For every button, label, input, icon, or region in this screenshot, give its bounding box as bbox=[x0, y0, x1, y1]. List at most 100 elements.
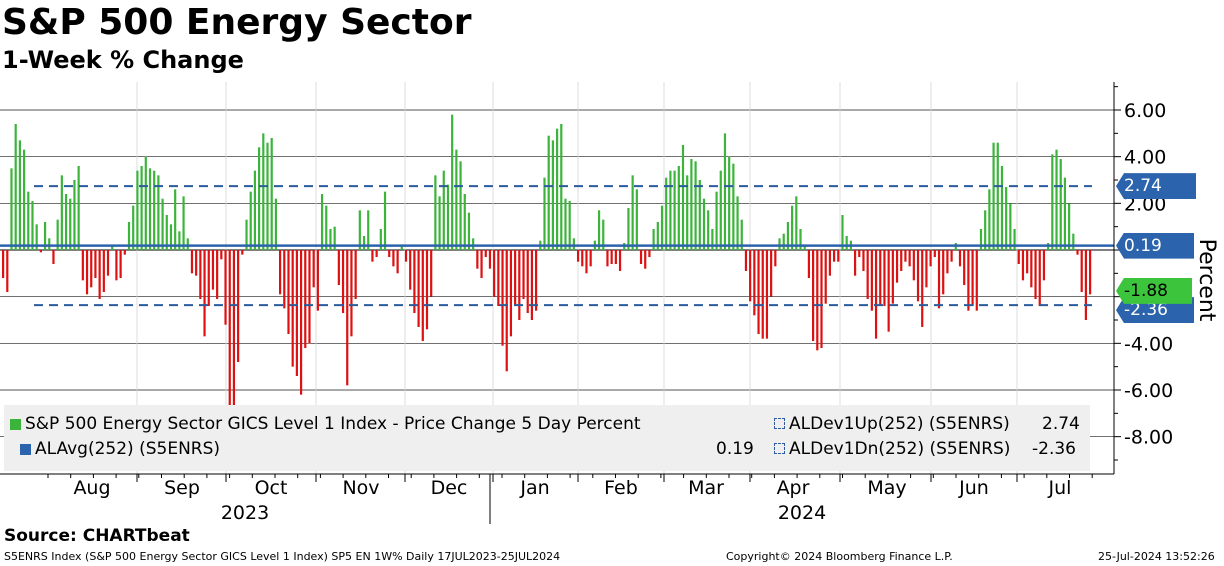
timestamp: 25-Jul-2024 13:52:26 bbox=[1098, 550, 1215, 563]
bar bbox=[1034, 250, 1037, 299]
bar bbox=[409, 250, 412, 290]
bar bbox=[127, 222, 131, 250]
bar bbox=[22, 149, 26, 250]
legend-dn-value: -2.36 bbox=[1032, 439, 1076, 459]
bar bbox=[749, 250, 752, 302]
bar bbox=[551, 140, 554, 250]
bar bbox=[77, 166, 80, 250]
bar bbox=[765, 250, 769, 339]
bar bbox=[912, 250, 915, 281]
bar bbox=[106, 250, 110, 276]
bar bbox=[102, 250, 105, 292]
bar bbox=[186, 238, 189, 250]
x-month-label: Dec bbox=[431, 477, 468, 499]
x-month-label: Jun bbox=[958, 477, 989, 499]
bar bbox=[971, 250, 974, 306]
bar bbox=[606, 250, 609, 267]
bar bbox=[245, 219, 248, 250]
bar bbox=[984, 210, 987, 250]
bar bbox=[1009, 203, 1012, 250]
legend-main-entry: S&P 500 Energy Sector GICS Level 1 Index… bbox=[10, 414, 641, 434]
bar bbox=[31, 201, 34, 250]
bar bbox=[992, 142, 995, 250]
bar bbox=[576, 250, 580, 262]
bar bbox=[153, 170, 156, 250]
bar bbox=[879, 250, 882, 306]
bar bbox=[467, 212, 471, 250]
bar bbox=[799, 229, 802, 250]
bar bbox=[199, 250, 202, 299]
bar bbox=[312, 250, 315, 288]
bar bbox=[1042, 250, 1046, 281]
copyright: Copyright© 2024 Bloomberg Finance L.P. bbox=[726, 550, 953, 563]
tag-upper-dev: 2.74 bbox=[1116, 173, 1196, 200]
bar bbox=[858, 250, 861, 257]
x-month-label: Apr bbox=[777, 477, 810, 499]
bar bbox=[329, 229, 332, 250]
bar bbox=[761, 250, 764, 339]
bar bbox=[535, 250, 538, 311]
bar bbox=[925, 250, 928, 288]
bar bbox=[283, 250, 286, 309]
x-month-label: Jan bbox=[519, 477, 549, 499]
bar bbox=[48, 238, 51, 250]
bar bbox=[43, 222, 47, 250]
bar bbox=[228, 250, 231, 414]
bar bbox=[585, 250, 588, 274]
bar bbox=[744, 250, 748, 271]
bar bbox=[493, 250, 496, 297]
bar bbox=[791, 205, 794, 250]
x-month-label: May bbox=[867, 477, 906, 499]
bar bbox=[572, 238, 575, 250]
bar bbox=[417, 250, 420, 327]
chart-subtitle: 1-Week % Change bbox=[2, 46, 244, 74]
bar bbox=[564, 198, 567, 250]
bar bbox=[484, 250, 487, 257]
bar bbox=[937, 250, 941, 309]
bar bbox=[757, 250, 760, 334]
bar bbox=[299, 250, 303, 395]
bar bbox=[908, 250, 911, 267]
source-note: Source: CHARTbeat bbox=[4, 526, 190, 546]
bar bbox=[316, 250, 319, 311]
bar bbox=[1030, 250, 1033, 288]
bar bbox=[673, 170, 676, 250]
bar bbox=[874, 250, 878, 339]
bar bbox=[354, 250, 357, 299]
bar bbox=[1063, 177, 1067, 250]
bar bbox=[438, 196, 441, 250]
bar bbox=[644, 250, 647, 269]
bar bbox=[602, 219, 605, 250]
legend-avg-entry: ALAvg(252) (S5ENRS) bbox=[20, 439, 220, 459]
bar bbox=[610, 250, 613, 264]
bar bbox=[891, 250, 894, 304]
bar bbox=[627, 208, 630, 250]
bar bbox=[85, 250, 89, 295]
legend-up-label: ALDev1Up(252) (S5ENRS) bbox=[789, 414, 1010, 434]
bar bbox=[904, 250, 907, 262]
legend-dashed-swatch-icon bbox=[774, 418, 785, 429]
bar bbox=[90, 250, 93, 288]
bar bbox=[631, 175, 634, 250]
legend-blue-swatch-icon bbox=[20, 444, 31, 455]
bar bbox=[69, 198, 72, 250]
bar bbox=[98, 250, 101, 299]
bar bbox=[232, 250, 236, 409]
bar bbox=[1055, 149, 1058, 250]
bar bbox=[694, 161, 697, 250]
bar bbox=[144, 156, 147, 250]
bar bbox=[266, 142, 269, 250]
bar bbox=[832, 250, 836, 262]
bar bbox=[719, 170, 722, 250]
bar bbox=[522, 250, 525, 299]
bar bbox=[81, 250, 84, 281]
bar bbox=[530, 250, 534, 320]
bar bbox=[866, 250, 869, 299]
bar bbox=[774, 250, 777, 267]
bar bbox=[656, 222, 659, 250]
bar bbox=[698, 180, 701, 250]
bar bbox=[958, 250, 962, 267]
bar bbox=[614, 250, 617, 264]
bar bbox=[413, 250, 416, 313]
